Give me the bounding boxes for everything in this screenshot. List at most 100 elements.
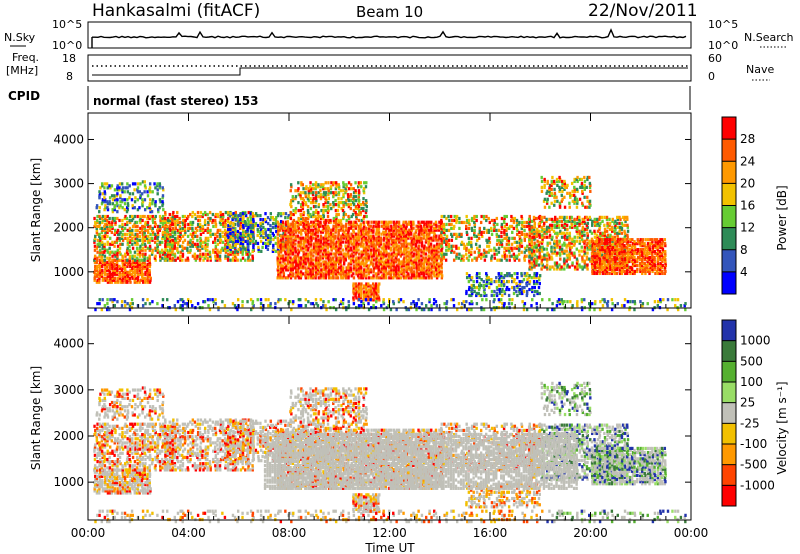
power-cell — [334, 181, 338, 185]
power-cell — [284, 240, 288, 244]
power-cell — [349, 258, 353, 262]
power-cell — [402, 244, 406, 248]
power-cell — [232, 214, 235, 218]
power-cell — [141, 276, 144, 280]
power-cell — [537, 255, 541, 259]
power-cell — [123, 272, 127, 276]
power-cell — [450, 238, 454, 242]
power-cell — [359, 242, 362, 246]
power-cell — [538, 291, 541, 296]
power-cell — [445, 238, 448, 242]
power-cell — [347, 228, 350, 232]
power-cell — [101, 192, 105, 196]
power-cell — [573, 265, 577, 269]
power-cell — [375, 292, 378, 296]
power-cell — [410, 274, 414, 278]
power-cell — [357, 206, 360, 211]
power-cell — [176, 222, 180, 227]
power-cell — [158, 252, 162, 256]
power-cell — [472, 279, 475, 284]
power-cell — [440, 266, 443, 270]
power-cell — [233, 245, 237, 249]
power-cell — [203, 220, 207, 225]
power-cell — [114, 280, 117, 284]
power-cell — [304, 240, 307, 244]
power-cell — [418, 274, 421, 278]
power-cell — [193, 252, 197, 256]
power-cell — [296, 228, 300, 232]
power-cell — [191, 244, 195, 248]
power-cell — [394, 232, 398, 236]
power-cell — [123, 264, 126, 268]
power-cell — [412, 254, 415, 258]
power-cell — [400, 244, 404, 248]
power-cell — [360, 260, 363, 264]
power-cell — [434, 266, 438, 270]
power-cell — [335, 216, 338, 221]
power-cell — [306, 270, 310, 274]
power-cell — [410, 254, 413, 258]
power-cell — [198, 224, 202, 229]
power-cell — [162, 214, 165, 219]
power-cell — [367, 292, 370, 296]
power-cell — [291, 224, 295, 228]
power-cell — [347, 230, 350, 234]
power-cell — [98, 262, 101, 266]
power-cell — [171, 222, 174, 227]
power-cell — [109, 260, 112, 264]
power-cell — [493, 252, 496, 256]
power-cell — [93, 260, 97, 264]
power-cell — [424, 240, 428, 244]
power-cell — [339, 244, 343, 248]
power-cell — [319, 276, 322, 280]
power-cell — [372, 242, 375, 246]
power-cell — [525, 254, 528, 258]
power-cell — [111, 270, 115, 274]
power-cell — [126, 202, 130, 206]
power-cell — [146, 266, 149, 270]
power-cell — [375, 260, 378, 264]
power-cell — [161, 196, 164, 200]
power-cell — [289, 264, 292, 268]
power-cell — [106, 248, 109, 252]
power-cell — [309, 185, 312, 189]
power-cell — [309, 254, 312, 258]
power-cell — [368, 224, 371, 228]
power-cell — [395, 264, 398, 268]
power-cell — [324, 274, 328, 278]
power-cell — [232, 252, 235, 256]
power-cell — [327, 234, 331, 238]
power-cell — [377, 270, 380, 274]
power-cell — [392, 272, 396, 276]
power-cell — [168, 242, 172, 246]
power-cell — [289, 240, 292, 244]
power-cell — [359, 210, 362, 215]
power-cell — [198, 214, 202, 219]
power-cell — [135, 260, 139, 264]
power-cell — [322, 274, 325, 278]
power-cell — [136, 242, 139, 246]
power-cell — [189, 244, 192, 248]
power-cell — [335, 193, 338, 197]
power-cell — [387, 246, 391, 250]
power-cell — [100, 264, 104, 268]
power-cell — [319, 230, 323, 234]
power-cell — [103, 258, 106, 262]
power-cell — [390, 264, 393, 268]
power-cell — [500, 242, 504, 246]
power-cell — [98, 274, 101, 278]
power-cell — [243, 219, 247, 224]
power-cell — [477, 291, 480, 296]
power-cell — [445, 244, 448, 248]
power-cell — [111, 218, 115, 223]
power-cell — [321, 246, 325, 250]
power-cell — [375, 262, 378, 266]
power-cell — [95, 228, 99, 233]
power-cell — [552, 229, 556, 233]
power-cell — [427, 260, 430, 264]
power-cell — [279, 260, 282, 264]
power-cell — [204, 254, 207, 258]
power-cell — [104, 204, 107, 208]
power-cell — [173, 214, 177, 219]
power-cell — [101, 214, 105, 219]
